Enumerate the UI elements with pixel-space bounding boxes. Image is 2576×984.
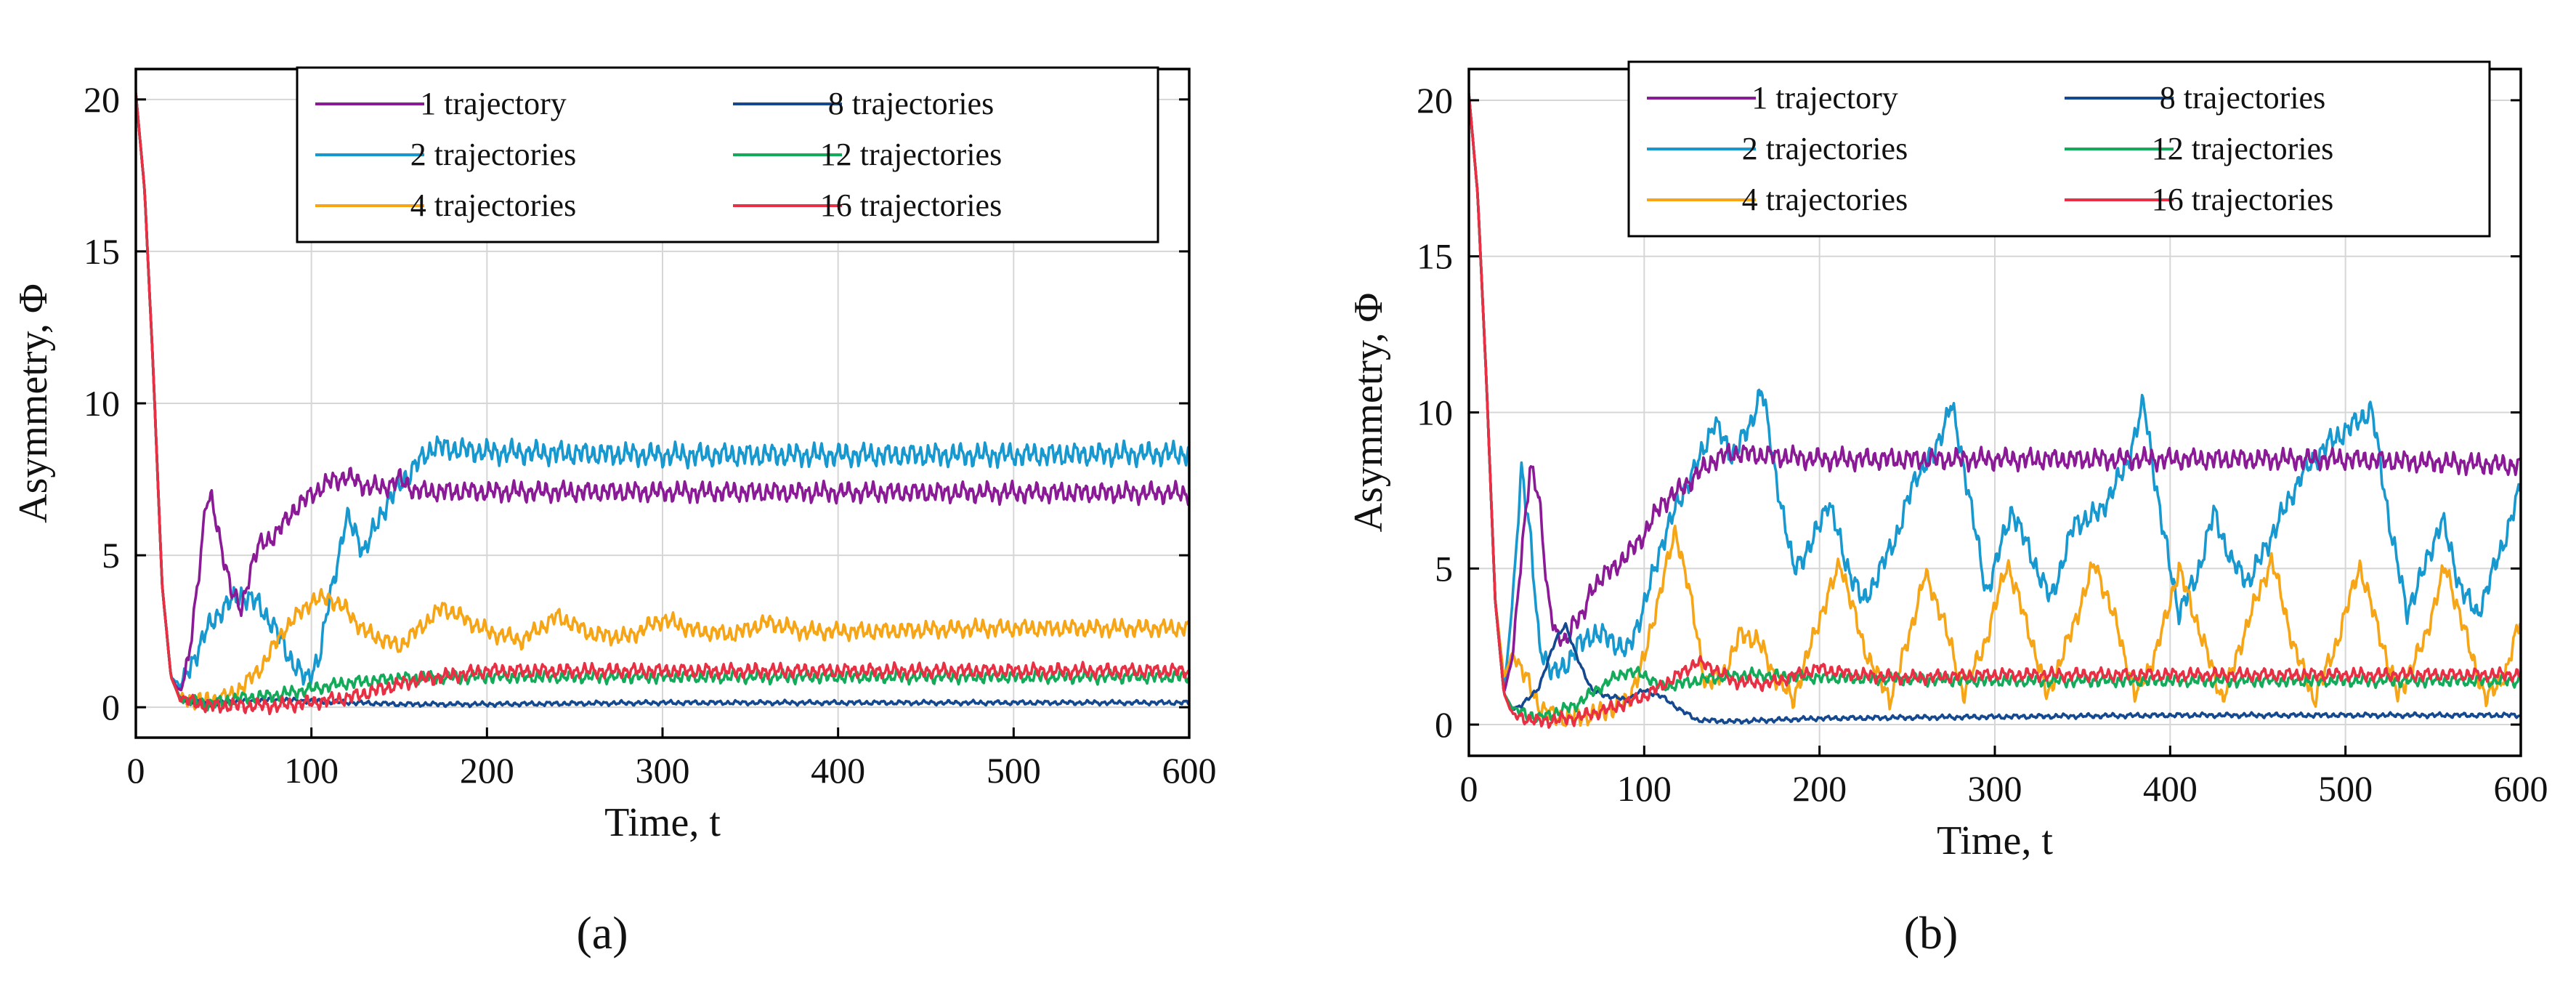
x-axis-label: Time, t [604,800,721,845]
x-tick-label: 500 [987,750,1041,791]
y-tick-label: 5 [102,535,120,576]
y-tick-label: 10 [1417,392,1453,433]
x-tick-label: 200 [460,750,514,791]
series-line-12-trajectories [1469,92,2521,723]
x-tick-label: 400 [2143,768,2198,809]
legend-entry: 1 trajectory [420,86,567,121]
x-tick-label: 100 [284,750,339,791]
series-line-8-trajectories [1469,92,2521,725]
legend-entry: 1 trajectory [1751,80,1898,116]
series-line-2-trajectories [136,92,1189,689]
panel-label: (a) [576,907,628,959]
x-tick-label: 500 [2318,768,2373,809]
series-group [1469,92,2521,729]
legend-entry: 16 trajectories [2152,182,2333,217]
y-axis-label: Asymmetry, Φ [1346,293,1391,533]
legend-entry: 12 trajectories [820,137,1002,172]
y-axis-label: Asymmetry, Φ [11,283,56,523]
x-tick-label: 100 [1617,768,1672,809]
chart-panel-a: 0 100 200 300 400 500 600 0 5 10 15 20 Time, t Asymme… [11,66,1217,959]
series-line-4-trajectories [136,92,1189,711]
y-tick-label: 15 [1417,236,1453,277]
legend-box [296,66,1159,243]
legend-entry: 12 trajectories [2152,131,2333,166]
series-line-16-trajectories [1469,92,2521,729]
legend-entry: 4 trajectories [410,187,576,223]
series-line-1-trajectory [1469,92,2521,692]
y-tick-label: 0 [1435,704,1453,745]
x-tick-label: 300 [636,750,690,791]
legend-entry: 4 trajectories [1742,182,1908,217]
legend: 1 trajectory 2 trajectories 4 trajectories… [296,66,1159,243]
series-line-4-trajectories [1469,92,2521,727]
y-tick-label: 0 [102,687,120,727]
y-tick-label: 15 [84,231,120,272]
x-tick-label: 200 [1792,768,1847,809]
y-tick-label: 20 [84,79,120,120]
legend-box [1627,60,2491,238]
x-tick-label: 0 [1460,768,1478,809]
legend-entry: 8 trajectories [2160,80,2325,116]
legend-entry: 8 trajectories [828,86,994,121]
y-tick-label: 20 [1417,80,1453,121]
x-tick-label: 600 [2494,768,2548,809]
panel-label: (b) [1904,907,1959,959]
legend-entry: 16 trajectories [820,187,1002,223]
series-line-1-trajectory [136,92,1189,692]
y-tick-label: 10 [84,383,120,424]
legend: 1 trajectory 2 trajectories 4 trajectories… [1627,60,2491,238]
chart-panel-b: 0 100 200 300 400 500 600 0 5 10 15 20 Time, t Asymme… [1346,60,2548,959]
legend-entry: 2 trajectories [410,137,576,172]
y-tick-label: 5 [1435,548,1453,589]
series-line-2-trajectories [1469,92,2521,691]
x-tick-label: 300 [1968,768,2022,809]
series-line-16-trajectories [136,92,1189,716]
series-group [136,92,1189,716]
x-tick-label: 400 [811,750,865,791]
x-tick-label: 600 [1162,750,1217,791]
legend-entry: 2 trajectories [1742,131,1908,166]
x-axis-label: Time, t [1937,818,2053,863]
series-line-8-trajectories [136,92,1189,709]
x-tick-label: 0 [127,750,145,791]
